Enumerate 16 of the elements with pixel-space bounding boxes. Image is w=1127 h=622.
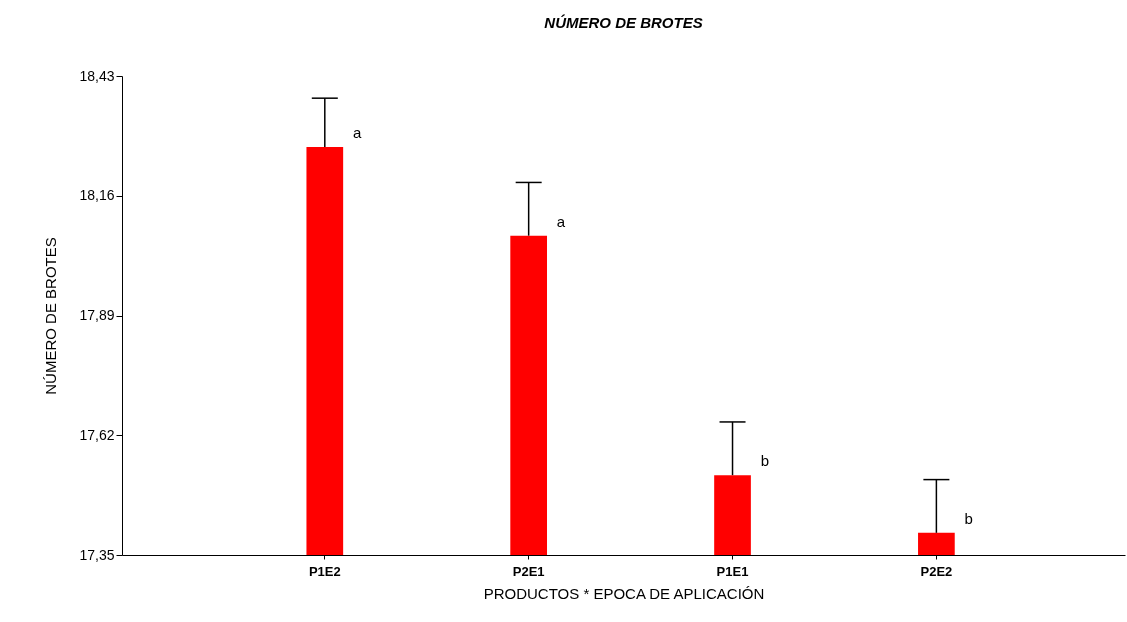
chart-title: NÚMERO DE BROTES <box>544 14 703 31</box>
y-axis-title: NÚMERO DE BROTES <box>42 237 60 395</box>
y-tick-label: 17,35 <box>79 546 115 563</box>
x-tick-label: P2E1 <box>512 563 545 579</box>
x-tick-label: P1E1 <box>716 563 749 579</box>
x-axis-title: PRODUCTOS * EPOCA DE APLICACIÓN <box>483 584 765 602</box>
y-tick-label: 17,62 <box>79 426 115 443</box>
annotation: a <box>556 212 566 230</box>
y-tick-label: 17,89 <box>79 307 115 323</box>
annotation: b <box>964 509 973 527</box>
y-tick-label: 18,43 <box>79 67 115 84</box>
y-tick-label: 18,16 <box>79 187 115 204</box>
annotation: a <box>352 123 362 141</box>
x-tick-label: P2E2 <box>920 563 953 579</box>
annotation: b <box>760 452 770 470</box>
x-tick-label: P1E2 <box>308 563 341 579</box>
